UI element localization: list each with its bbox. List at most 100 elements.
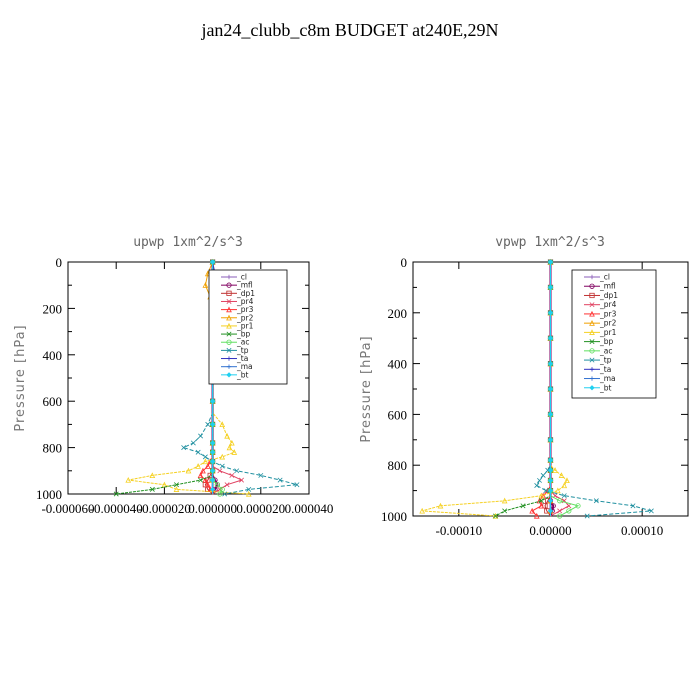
- panel-0-series-5-point-2: [202, 282, 209, 288]
- panel-1-series-6-point-23: [538, 492, 545, 499]
- panel-1-series-9-point-20: [537, 477, 542, 483]
- panel-0-series-3-point-25: [224, 482, 230, 488]
- panel-1-legend: _cl_mfl_dp1_pr4_pr3_pr2_pr1_bp_ac_tp_ta_…: [571, 269, 657, 399]
- panel-1-legend-label-12: _bt: [599, 383, 612, 392]
- panel-0-xtick-label-4: 0.000020: [236, 501, 285, 516]
- panel-0-series-6-point-21: [195, 463, 201, 469]
- panel-1-series-6-point-27: [492, 512, 499, 519]
- panel-1-legend-label-2: _dp1: [599, 291, 618, 300]
- panel-0-legend-label-7: _bp: [236, 330, 251, 339]
- panel-0-legend-label-10: _ta: [236, 354, 248, 363]
- panel-1-legend-label-7: _bp: [599, 337, 614, 346]
- panel-0-series-12-point-14: [209, 421, 216, 428]
- panel-1-series-9-point-22: [543, 488, 549, 494]
- panel-0-series-12-point-22: [209, 468, 216, 474]
- panel-1-series-8-point-26: [566, 508, 572, 514]
- panel-1-series-leg1-point-0: [589, 283, 595, 289]
- panel-0-ylabel: Pressure [hPa]: [13, 324, 28, 431]
- panel-0-series-6-point-20: [202, 458, 209, 465]
- panel-0-series-4-point-24: [202, 476, 209, 483]
- panel-1-series-leg0-point-0: [589, 274, 595, 280]
- panel-1-series-12-point-6: [547, 335, 554, 341]
- panel-0-legend-label-6: _pr1: [236, 321, 254, 330]
- panel-0-series-4-point-25: [204, 481, 211, 488]
- panel-1-series-9-point-27: [584, 513, 590, 519]
- panel-0-series-12-point-18: [209, 449, 216, 455]
- panel-0-series-leg2-point-0: [226, 290, 232, 296]
- panel-0-series-7-line: [116, 262, 214, 495]
- panel-1-series-12-point-24: [547, 498, 554, 504]
- panel-0-series-leg4-point-0: [226, 306, 232, 313]
- figure-title: jan24_clubb_c8m BUDGET at240E,29N: [201, 20, 499, 40]
- panel-0-series-6-point-25: [161, 481, 168, 488]
- panel-1-series-6-point-20: [564, 477, 570, 484]
- panel-0-series-9-point-18: [195, 449, 201, 455]
- panel-0-series-6-point-23: [149, 472, 156, 479]
- panel-0-ytick-label-3: 600: [43, 394, 63, 409]
- panel-0-series-3-point-24: [239, 477, 245, 483]
- panel-1-series-12-point-12: [547, 411, 554, 418]
- panel-1-series-12-point-0: [547, 259, 554, 265]
- panel-0-series-12-point-16: [209, 440, 216, 446]
- panel-0-series-9-line: [182, 262, 298, 495]
- panel-1-series-12-point-20: [547, 477, 554, 484]
- panel-1-series-6: [419, 258, 570, 519]
- panel-1-ytick-label-4: 800: [388, 458, 408, 473]
- panel-0-series-leg0-point-0: [226, 274, 232, 280]
- panel-0-series-12-point-12: [209, 398, 216, 404]
- panel-0-legend-box: [208, 269, 288, 385]
- panel-1-legend-label-4: _pr3: [599, 309, 617, 318]
- panel-1-series-9-point-19: [540, 472, 546, 478]
- panel-1-series-6-line: [422, 262, 568, 517]
- panel-0-series-12-point-20: [209, 458, 216, 465]
- panel-0-legend: _cl_mfl_dp1_pr4_pr3_pr2_pr1_bp_ac_tp_ta_…: [208, 269, 288, 385]
- panel-1-series-4-point-26: [529, 507, 536, 514]
- panel-0-series-9-point-19: [202, 454, 208, 460]
- panel-1-series-12-point-14: [547, 437, 554, 443]
- panel-0-series-7-point-24: [198, 477, 204, 483]
- panel-1-series-9-point-23: [561, 493, 567, 499]
- panel-0-series-9-point-15: [198, 433, 204, 439]
- panel-1-series-3-point-25: [566, 503, 572, 509]
- panel-0-series-8-point-25: [214, 482, 221, 488]
- panel-0-legend-label-8: _ac: [236, 338, 249, 347]
- panel-1-ytick-label-2: 400: [388, 357, 408, 372]
- panel-1-legend-label-10: _ta: [599, 365, 611, 374]
- panel-0-ytick-label-1: 200: [43, 301, 63, 316]
- panel-0-series-9-point-17: [181, 445, 187, 451]
- panel-1-series-12-point-18: [547, 467, 554, 473]
- panel-1-series-7-line: [495, 262, 551, 517]
- panel-0-series-leg9-point-0: [226, 347, 232, 353]
- panel-1-xtick-label-2: 0.00010: [621, 523, 663, 538]
- panel-1-series-9-point-26: [648, 508, 654, 514]
- panel-1-ytick-label-3: 600: [388, 407, 408, 422]
- panel-0-series-3-point-23: [229, 472, 235, 478]
- panel-1-series-6-point-24: [501, 497, 508, 504]
- panel-1-legend-label-3: _pr4: [599, 300, 617, 309]
- panel-1-series-6-point-19: [558, 472, 565, 478]
- panel-0-series-leg7-point-0: [226, 331, 232, 337]
- panel-1-legend-label-6: _pr1: [599, 328, 617, 337]
- panel-0-series-6-point-14: [219, 421, 226, 428]
- panel-1-series-4-point-25: [538, 502, 545, 509]
- panel-0-series-9-point-22: [234, 468, 240, 474]
- panel-0-series-9-point-23: [258, 472, 264, 478]
- panel-1-series-leg4-point-0: [589, 310, 595, 317]
- panel-1-series-leg11-point-0: [589, 376, 595, 381]
- panel-0-ytick-label-0: 0: [56, 255, 63, 270]
- panel-0-series-3-point-22: [217, 468, 223, 474]
- panel-1-series-leg8-point-0: [589, 348, 595, 354]
- panel-1-ylabel: Pressure [hPa]: [359, 335, 374, 442]
- panel-1-series-4-point-27: [533, 512, 540, 519]
- panel-0-series-leg10-point-0: [226, 356, 232, 361]
- panel-0-legend-label-5: _pr2: [236, 313, 254, 322]
- panel-0-series-9-point-26: [246, 486, 252, 492]
- panel-1-series-7-point-24: [538, 498, 544, 504]
- panel-0-legend-label-0: _cl: [236, 273, 247, 282]
- panel-0-xtick-label-3: 0.000000: [188, 501, 237, 516]
- panel-0-series-7: [113, 259, 216, 497]
- panel-0-series-12-point-24: [209, 477, 216, 483]
- panel-1-legend-label-1: _mfl: [599, 282, 616, 291]
- panel-0-legend-label-1: _mfl: [236, 281, 253, 290]
